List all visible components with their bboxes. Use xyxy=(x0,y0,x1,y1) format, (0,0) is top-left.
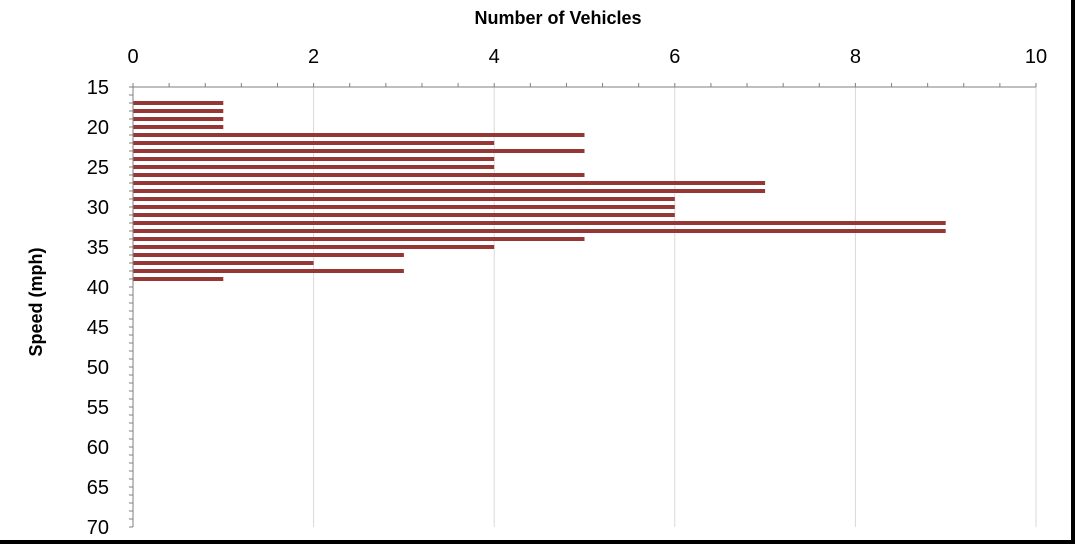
y-tick-label-9: 60 xyxy=(87,437,109,459)
x-tick-label-3: 6 xyxy=(669,46,680,68)
y-tick-label-4: 35 xyxy=(87,237,109,259)
y-tick-label-0: 15 xyxy=(87,77,109,99)
bar-39 xyxy=(133,277,224,281)
bar-17 xyxy=(133,101,224,105)
axes xyxy=(129,83,1037,528)
y-tick-label-2: 25 xyxy=(87,157,109,179)
x-tick-label-2: 4 xyxy=(489,46,500,68)
bar-24 xyxy=(133,157,495,161)
x-tick-label-5: 10 xyxy=(1025,46,1047,68)
y-tick-label-1: 20 xyxy=(87,117,109,139)
bar-19 xyxy=(133,117,224,121)
bar-35 xyxy=(133,245,495,249)
y-tick-label-8: 55 xyxy=(87,397,109,419)
bar-37 xyxy=(133,261,314,265)
bar-27 xyxy=(133,181,766,185)
x-axis-title: Number of Vehicles xyxy=(474,8,641,28)
y-tick-labels: 15 20 25 30 35 40 45 50 55 60 65 70 xyxy=(87,77,109,539)
bar-18 xyxy=(133,109,224,113)
bar-31 xyxy=(133,213,675,217)
bar-23 xyxy=(133,149,585,153)
bar-28 xyxy=(133,189,766,193)
x-tick-label-4: 8 xyxy=(850,46,861,68)
x-tick-label-0: 0 xyxy=(127,46,138,68)
bar-30 xyxy=(133,205,675,209)
y-tick-label-11: 70 xyxy=(87,517,109,539)
bar-22 xyxy=(133,141,495,145)
y-tick-label-6: 45 xyxy=(87,317,109,339)
y-tick-label-10: 65 xyxy=(87,477,109,499)
bar-29 xyxy=(133,197,675,201)
y-tick-label-3: 30 xyxy=(87,197,109,219)
y-tick-label-7: 50 xyxy=(87,357,109,379)
bar-21 xyxy=(133,133,585,137)
bar-34 xyxy=(133,237,585,241)
bar-32 xyxy=(133,221,946,225)
x-tick-labels: 0 2 4 6 8 10 xyxy=(127,46,1047,68)
x-tick-label-1: 2 xyxy=(308,46,319,68)
bar-25 xyxy=(133,165,495,169)
bar-36 xyxy=(133,253,404,257)
y-axis-title: Speed (mph) xyxy=(26,247,46,356)
y-tick-label-5: 40 xyxy=(87,277,109,299)
bar-33 xyxy=(133,229,946,233)
bars xyxy=(133,101,946,281)
bar-38 xyxy=(133,269,404,273)
bar-20 xyxy=(133,125,224,129)
bar-26 xyxy=(133,173,585,177)
